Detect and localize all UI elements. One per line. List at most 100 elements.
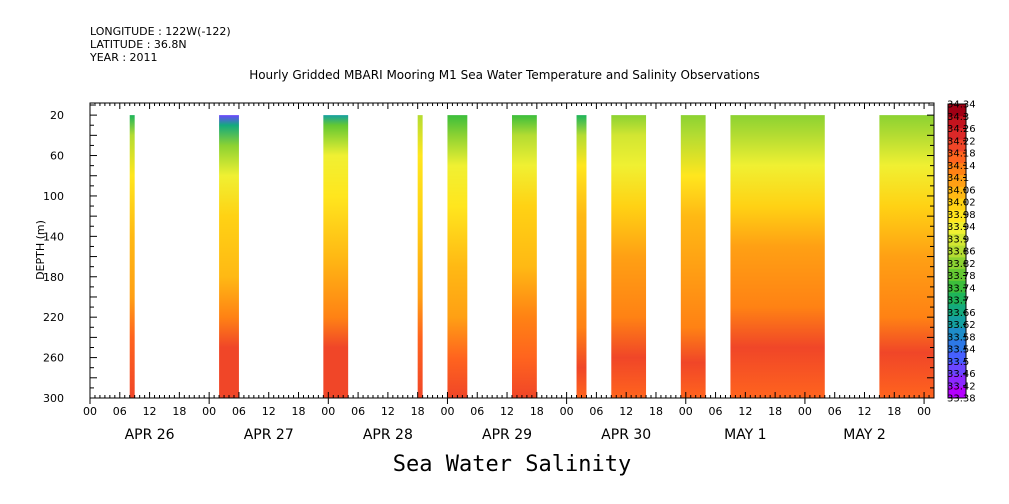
salinity-segment <box>129 115 135 398</box>
colorbar-swatch <box>948 362 966 375</box>
x-tick-label: 06 <box>470 405 484 418</box>
colorbar-label: 33.5 <box>947 357 969 368</box>
day-label: APR 29 <box>482 427 532 443</box>
salinity-segment <box>323 115 349 398</box>
colorbar-label: 33.46 <box>947 369 976 380</box>
colorbar-label: 34.02 <box>947 198 976 209</box>
x-tick-label: 06 <box>589 405 603 418</box>
salinity-segment <box>417 115 423 398</box>
x-tick-label: 06 <box>232 405 246 418</box>
day-label: APR 27 <box>244 427 294 443</box>
x-tick-label: 18 <box>768 405 782 418</box>
axes: 00 06 12 18 00 06 12 18 00 06 12 18 00 06 12 18 00 06 12 18… <box>43 103 935 443</box>
salinity-segment <box>512 115 537 398</box>
chart-subtitle: Sea Water Salinity <box>392 452 632 477</box>
colorbar-swatch <box>948 221 966 234</box>
x-tick-label: 12 <box>738 405 752 418</box>
colorbar-swatch <box>948 292 966 305</box>
x-tick-label: 00 <box>798 405 812 418</box>
day-label: APR 28 <box>363 427 413 443</box>
salinity-segment <box>680 115 706 398</box>
x-tick-label: 00 <box>917 405 931 418</box>
x-tick-label: 00 <box>560 405 574 418</box>
y-tick-label: 140 <box>43 230 64 243</box>
x-tick-label: 12 <box>143 405 157 418</box>
salinity-segment <box>879 115 934 398</box>
colorbar-label: 33.58 <box>947 332 976 343</box>
colorbar-swatch <box>948 139 966 152</box>
colorbar-label: 33.7 <box>947 296 969 307</box>
colorbar-label: 34.14 <box>947 161 976 172</box>
day-label: MAY 1 <box>724 427 766 443</box>
colorbar-swatch <box>948 350 966 364</box>
colorbar-label: 34.1 <box>947 173 969 184</box>
colorbar-swatch <box>948 256 966 270</box>
x-tick-label: 12 <box>381 405 395 418</box>
x-tick-label: 00 <box>440 405 454 418</box>
x-tick-label: 18 <box>292 405 306 418</box>
colorbar-swatch <box>948 327 966 340</box>
colorbar-swatch <box>948 151 966 164</box>
x-tick-label: 06 <box>351 405 365 418</box>
day-label: MAY 2 <box>843 427 885 443</box>
x-tick-label: 18 <box>887 405 901 418</box>
colorbar-swatch <box>948 339 966 352</box>
x-tick-label: 18 <box>172 405 186 418</box>
latitude-label: LATITUDE : 36.8N <box>90 38 187 51</box>
colorbar-label: 33.78 <box>947 271 976 282</box>
y-tick-label: 180 <box>43 271 64 284</box>
colorbar-swatch <box>948 209 966 223</box>
colorbar-label: 33.98 <box>947 210 976 221</box>
x-tick-label: 12 <box>619 405 633 418</box>
x-tick-label: 00 <box>202 405 216 418</box>
colorbar: 33.3833.4233.4633.533.5433.5833.6233.663… <box>947 100 976 405</box>
colorbar-label: 33.9 <box>947 234 969 245</box>
y-tick-label: 220 <box>43 311 64 324</box>
x-tick-label: 18 <box>530 405 544 418</box>
colorbar-swatch <box>948 115 966 129</box>
colorbar-label: 34.22 <box>947 136 976 147</box>
data-segments <box>129 115 934 398</box>
colorbar-swatch <box>948 245 966 258</box>
longitude-label: LONGITUDE : 122W(-122) <box>90 25 231 38</box>
colorbar-swatch <box>948 186 966 199</box>
colorbar-label: 34.3 <box>947 112 969 123</box>
colorbar-swatch <box>948 268 966 281</box>
x-tick-label: 18 <box>649 405 663 418</box>
colorbar-swatch <box>948 162 966 176</box>
day-label: APR 30 <box>601 427 651 443</box>
colorbar-swatch <box>948 127 966 140</box>
colorbar-swatch <box>948 233 966 246</box>
colorbar-label: 33.42 <box>947 381 976 392</box>
colorbar-swatch <box>948 374 966 387</box>
colorbar-swatch <box>948 280 966 293</box>
y-tick-label: 100 <box>43 190 64 203</box>
day-label: APR 26 <box>125 427 175 443</box>
x-tick-label: 06 <box>709 405 723 418</box>
year-label: YEAR : 2011 <box>90 51 158 64</box>
colorbar-label: 34.06 <box>947 185 976 196</box>
x-tick-label: 12 <box>857 405 871 418</box>
x-tick-label: 12 <box>500 405 514 418</box>
colorbar-swatch <box>948 198 966 211</box>
y-tick-label: 260 <box>43 352 64 365</box>
salinity-segment <box>447 115 468 398</box>
colorbar-label: 34.34 <box>947 100 976 111</box>
colorbar-swatch <box>948 303 966 317</box>
colorbar-label: 33.66 <box>947 308 976 319</box>
colorbar-label: 33.54 <box>947 345 976 356</box>
y-tick-label: 20 <box>50 109 64 122</box>
salinity-segment <box>576 115 587 398</box>
x-tick-label: 12 <box>262 405 276 418</box>
colorbar-swatch <box>948 174 966 187</box>
colorbar-swatch <box>948 104 966 117</box>
chart-title: Hourly Gridded MBARI Mooring M1 Sea Wate… <box>249 68 760 82</box>
y-tick-label: 60 <box>50 150 64 163</box>
colorbar-label: 33.74 <box>947 283 976 294</box>
colorbar-label: 33.62 <box>947 320 976 331</box>
x-tick-label: 06 <box>113 405 127 418</box>
x-tick-label: 06 <box>828 405 842 418</box>
colorbar-label: 33.94 <box>947 222 976 233</box>
y-axis-label: DEPTH (m) <box>34 220 47 280</box>
